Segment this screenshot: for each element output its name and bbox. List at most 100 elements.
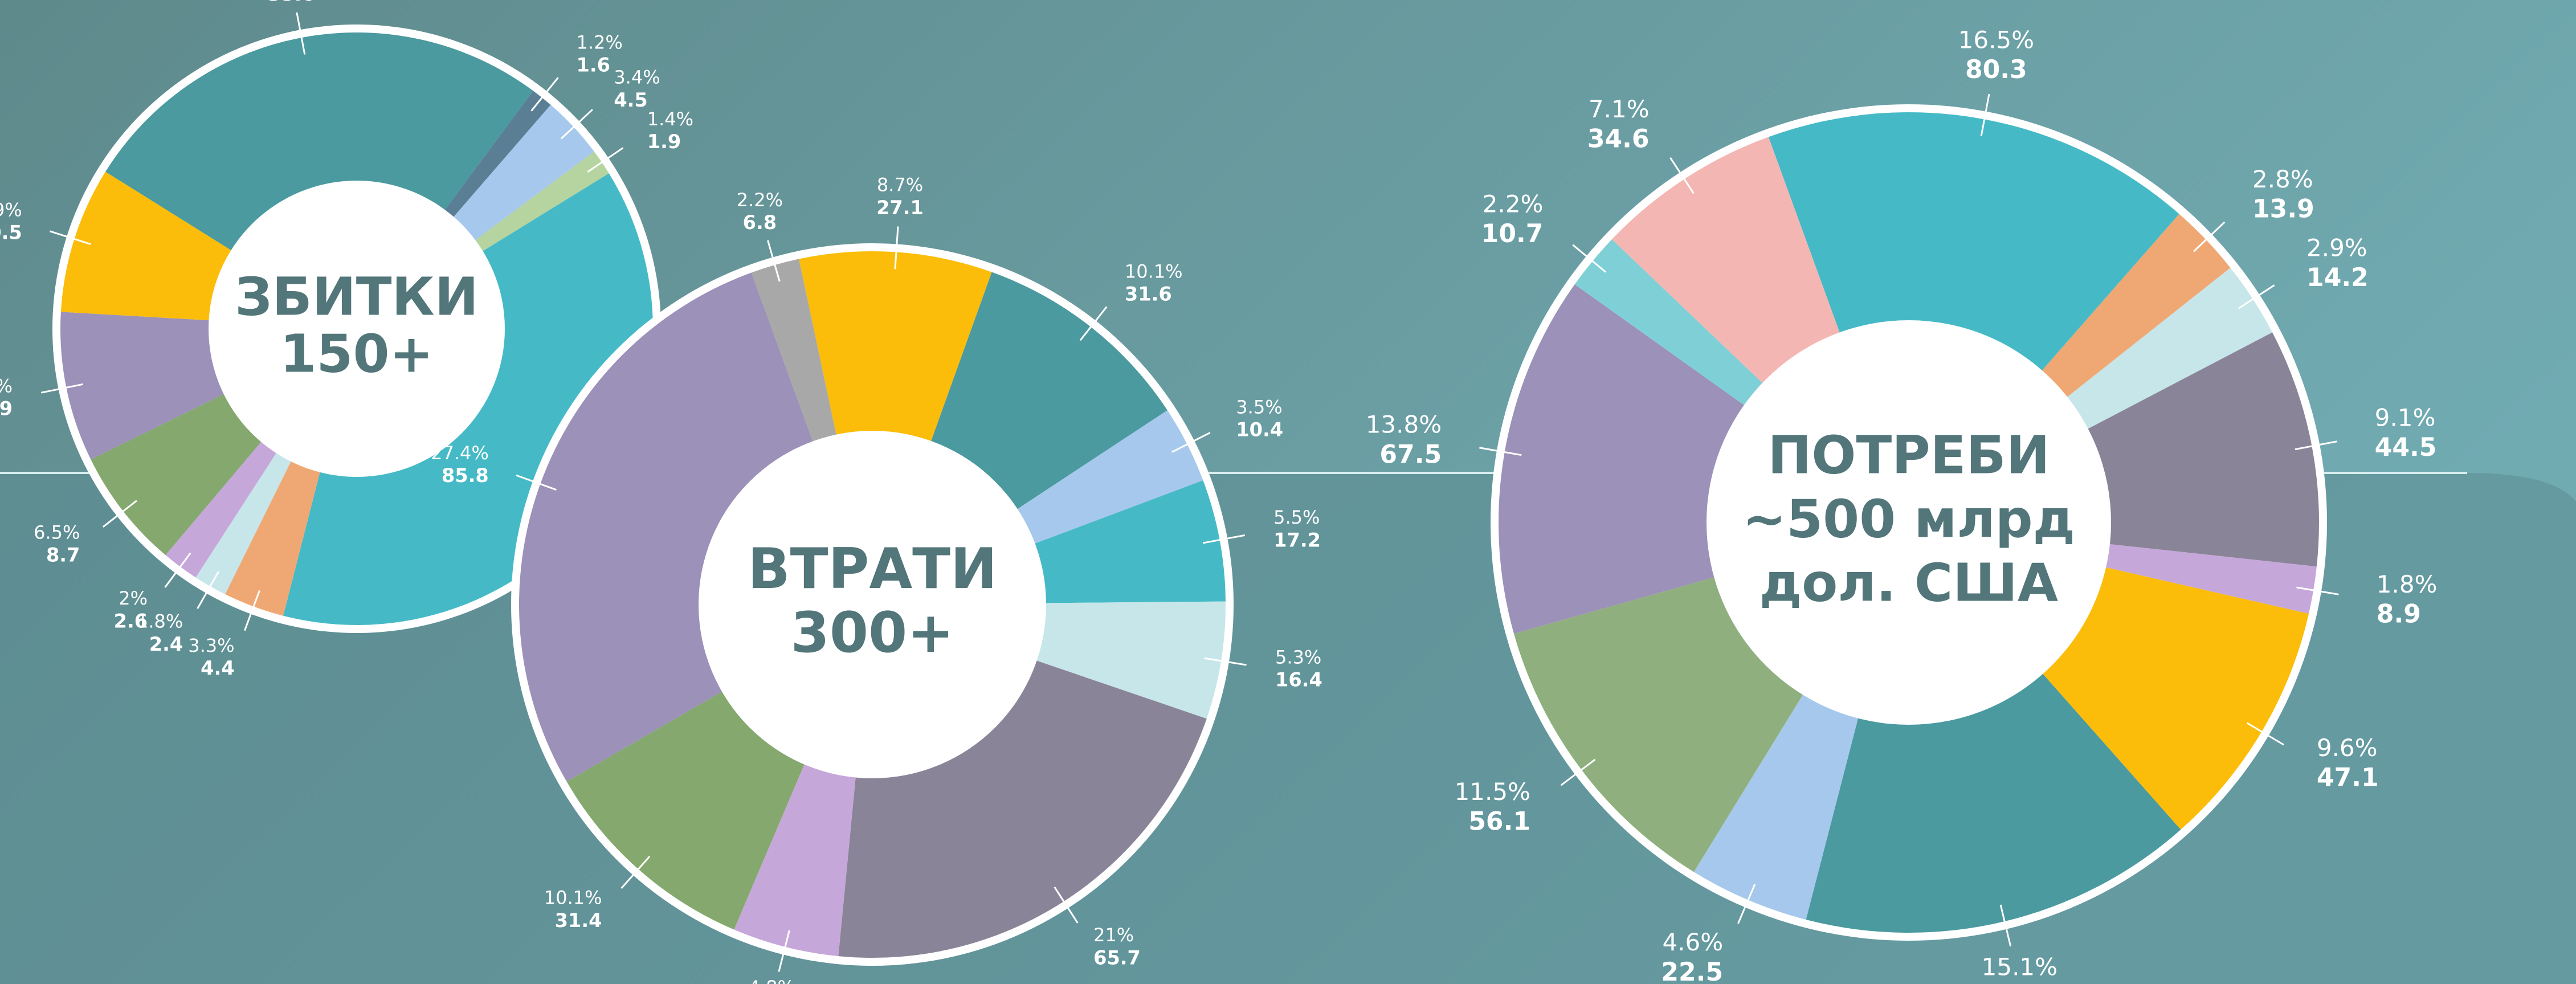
center-title: ЗБИТКИ xyxy=(235,266,478,327)
pie-slice xyxy=(105,32,533,329)
leader-line xyxy=(296,12,306,55)
amount-label: 10.4 xyxy=(1236,419,1283,441)
amount-label: 35.6 xyxy=(268,0,315,5)
leader-line xyxy=(2296,586,2339,595)
leader-line xyxy=(243,590,260,631)
center-title: ~500 млрд xyxy=(1742,488,2075,549)
leader-line xyxy=(197,571,220,609)
amount-label: 56.1 xyxy=(1468,807,1530,836)
amount-label: 80.3 xyxy=(1965,55,2027,84)
leader-line xyxy=(530,77,559,112)
amount-label: 31.4 xyxy=(555,909,602,932)
amount-label: 85.8 xyxy=(442,464,489,487)
pie-slice xyxy=(799,251,992,605)
amount-label: 8.9 xyxy=(2377,599,2421,628)
percent-label: 10.1% xyxy=(544,887,602,909)
percent-label: 1.8% xyxy=(137,611,183,632)
percent-label: 4.8% xyxy=(749,977,795,984)
leader-line xyxy=(894,226,899,270)
percent-label: 27.4% xyxy=(431,442,489,464)
percent-label: 1.8% xyxy=(2377,570,2438,598)
center-title: ВТРАТИ xyxy=(748,537,997,602)
amount-label: 47.1 xyxy=(2317,763,2379,792)
leader-line xyxy=(1079,306,1108,341)
center-title: дол. США xyxy=(1759,552,2058,613)
amount-label: 44.5 xyxy=(2375,433,2437,462)
amount-label: 27.1 xyxy=(876,197,924,219)
percent-label: 2.9% xyxy=(2306,234,2367,262)
amount-label: 2.6 xyxy=(114,610,148,632)
percent-label: 1.2% xyxy=(577,31,623,53)
amount-label: 73.3 xyxy=(1989,982,2051,984)
leader-line xyxy=(778,930,790,972)
percent-label: 3.4% xyxy=(614,67,660,88)
leader-line xyxy=(1204,657,1247,666)
leader-line xyxy=(1479,447,1522,456)
leader-line xyxy=(164,552,191,588)
center-title: 300+ xyxy=(791,601,954,665)
leader-line xyxy=(516,474,557,491)
percent-label: 16.5% xyxy=(1958,26,2034,54)
leader-line xyxy=(1737,884,1756,924)
amount-label: 16.4 xyxy=(1275,669,1322,691)
percent-label: 1.4% xyxy=(647,108,693,130)
percent-label: 11.5% xyxy=(1455,778,1530,806)
leader-line xyxy=(1054,887,1079,924)
center-title: ПОТРЕБИ xyxy=(1767,424,2050,485)
donut-hole xyxy=(1707,320,2111,725)
percent-label: 4.6% xyxy=(1662,928,1723,956)
percent-label: 2.2% xyxy=(737,189,783,211)
leader-line xyxy=(2295,440,2337,451)
amount-label: 2.4 xyxy=(149,633,183,655)
percent-label: 13.8% xyxy=(1366,411,1442,439)
amount-label: 17.2 xyxy=(1273,529,1321,551)
percent-label: 3.5% xyxy=(1236,396,1282,418)
amount-label: 4.4 xyxy=(201,657,234,679)
percent-label: 8.7% xyxy=(877,174,923,196)
percent-label: 5.5% xyxy=(1273,507,1320,528)
leader-line xyxy=(620,855,651,889)
amount-label: 34.6 xyxy=(1587,124,1650,153)
percent-label: 6.5% xyxy=(34,522,80,544)
amount-label: 31.6 xyxy=(1125,283,1172,305)
percent-label: 2% xyxy=(119,587,148,609)
leader-line xyxy=(767,240,781,282)
percent-label: 9.1% xyxy=(2375,404,2436,432)
percent-label: 15.1% xyxy=(1982,953,2057,981)
leader-line xyxy=(1572,244,1607,273)
donut-hole xyxy=(209,181,505,477)
amount-label: 10.7 xyxy=(1481,219,1544,248)
leader-line xyxy=(1171,432,1211,453)
percent-label: 7.1% xyxy=(1589,95,1650,123)
center-title: 150+ xyxy=(280,323,433,384)
pie-slice xyxy=(1768,112,2179,522)
amount-label: 67.5 xyxy=(1379,440,1442,469)
amount-label: 10.5 xyxy=(0,222,22,244)
leader-line xyxy=(50,230,91,245)
leader-line xyxy=(2193,221,2226,252)
amount-label: 10.9 xyxy=(0,398,13,420)
percent-label: 7.9% xyxy=(0,199,22,221)
percent-label: 3.3% xyxy=(188,635,234,656)
leader-line xyxy=(1669,157,1695,194)
percent-label: 21% xyxy=(1093,924,1134,946)
percent-label: 5.3% xyxy=(1275,646,1321,668)
leader-line xyxy=(1980,93,1990,137)
leader-line xyxy=(587,147,624,173)
percent-label: 10.1% xyxy=(1125,260,1183,282)
leader-line xyxy=(1999,904,2012,947)
amount-label: 1.6 xyxy=(577,54,610,76)
leader-line xyxy=(2246,722,2284,746)
amount-label: 8.7 xyxy=(46,544,80,566)
leader-line xyxy=(102,500,137,528)
percent-label: 9.6% xyxy=(2317,734,2378,762)
leader-line xyxy=(2238,284,2275,309)
leader-line xyxy=(560,109,593,140)
percent-label: 2.2% xyxy=(1483,190,1544,218)
amount-label: 22.5 xyxy=(1661,958,1723,984)
percent-label: 8.1% xyxy=(0,375,13,397)
amount-label: 65.7 xyxy=(1093,946,1141,969)
leader-line xyxy=(1202,534,1246,544)
percent-label: 2.8% xyxy=(2252,165,2313,193)
